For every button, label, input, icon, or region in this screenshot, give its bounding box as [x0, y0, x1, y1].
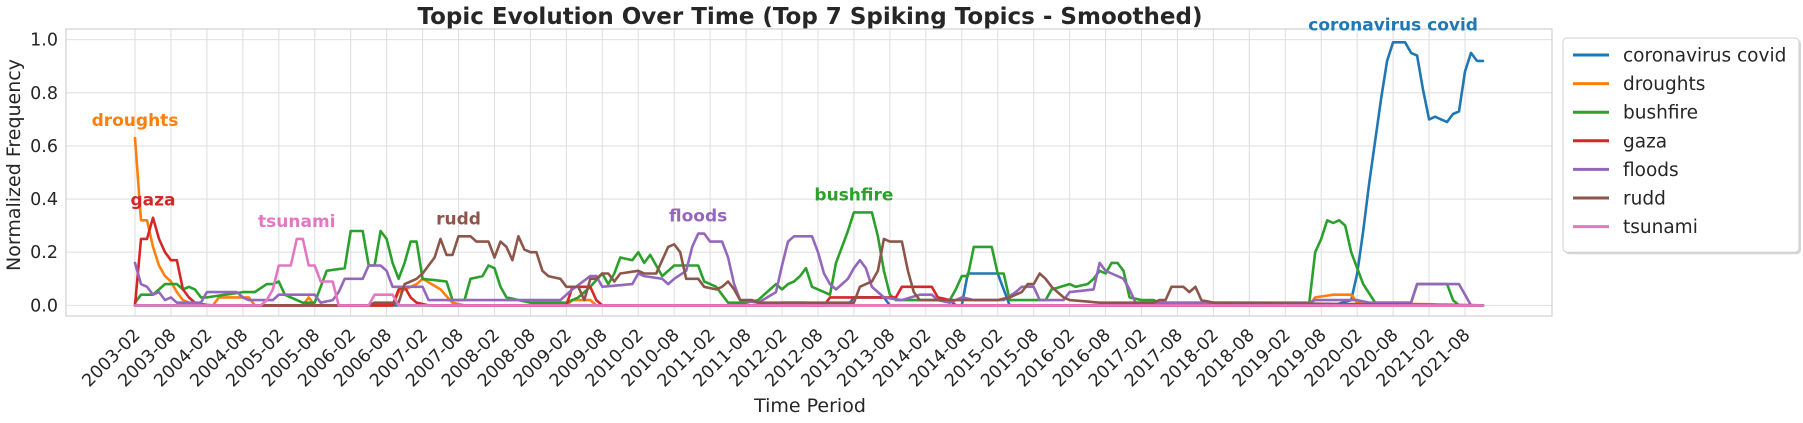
y-tick-label: 0.8	[30, 84, 58, 104]
legend-label: coronavirus covid	[1623, 46, 1786, 67]
series-line-tsunami	[133, 237, 1485, 307]
legend: coronavirus covid droughts bushfire gaza flo…	[1562, 37, 1801, 255]
y-tick-label: 1.0	[30, 31, 58, 51]
peak-annotation-tsunami: tsunami	[258, 212, 335, 232]
legend-label: tsunami	[1623, 217, 1698, 238]
plot-background	[66, 29, 1552, 316]
plot-area: 2003-022003-082004-022004-082005-022005-…	[30, 15, 1553, 391]
legend-label: bushfire	[1623, 103, 1698, 124]
peak-annotation-gaza: gaza	[130, 191, 175, 211]
series-lines	[133, 41, 1485, 307]
legend-label: gaza	[1623, 131, 1667, 152]
y-tick-label: 0.6	[30, 137, 58, 157]
legend-label: rudd	[1623, 189, 1666, 210]
x-axis-label: Time Period	[753, 395, 866, 417]
y-tick-label: 0.4	[30, 190, 58, 210]
legend-box	[1562, 37, 1800, 253]
peak-annotation-floods: floods	[669, 207, 727, 227]
peak-annotation-coronavirus-covid: coronavirus covid	[1308, 15, 1478, 35]
y-axis-label: Normalized Frequency	[3, 59, 25, 271]
chart-title: Topic Evolution Over Time (Top 7 Spiking…	[418, 4, 1203, 30]
peak-annotation-droughts: droughts	[92, 111, 179, 131]
y-tick-label: 0.0	[30, 296, 58, 316]
legend-label: floods	[1623, 160, 1679, 181]
peak-annotation-rudd: rudd	[436, 209, 481, 229]
peak-annotation-bushfire: bushfire	[814, 185, 893, 205]
legend-label: droughts	[1623, 74, 1705, 95]
y-tick-label: 0.2	[30, 243, 58, 263]
plot-frame	[65, 28, 1553, 317]
